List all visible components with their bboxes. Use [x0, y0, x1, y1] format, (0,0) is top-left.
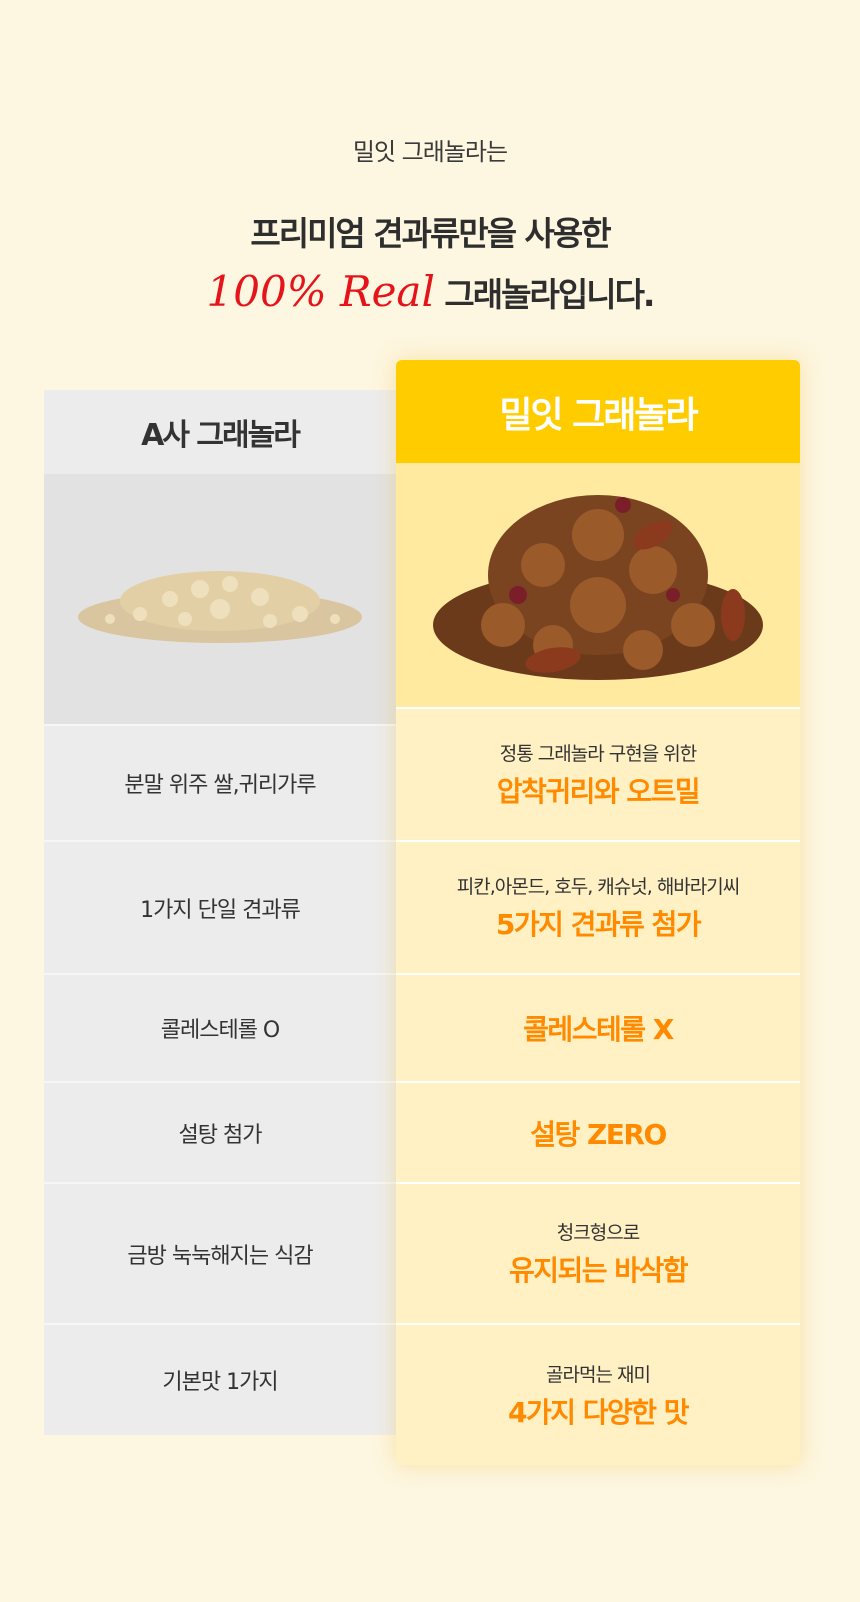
- headline-line2-rest: 그래놀라입니다.: [444, 275, 655, 314]
- product-row: 설탕 ZERO: [396, 1081, 800, 1182]
- competitor-title: A사 그래놀라: [141, 418, 301, 453]
- product-granola-image: [396, 463, 800, 707]
- product-row-sub: 정통 그래놀라 구현을 위한: [499, 743, 697, 765]
- product-row: 피칸,아몬드, 호두, 캐슈넛, 해바라기씨 5가지 견과류 첨가: [396, 840, 800, 973]
- product-row: 골라먹는 재미 4가지 다양한 맛: [396, 1323, 800, 1465]
- headline-line2: 100% Real 그래놀라입니다.: [0, 263, 860, 324]
- competitor-column: A사 그래놀라 분말 위주 쌀,귀리가루 1가지 단일 견과류 콜레스테롤 O …: [44, 390, 396, 1435]
- headline: 프리미엄 견과류만을 사용한 100% Real 그래놀라입니다.: [0, 205, 860, 324]
- product-row-sub: 골라먹는 재미: [546, 1363, 651, 1386]
- competitor-row: 분말 위주 쌀,귀리가루: [44, 724, 396, 840]
- product-row-highlight: 유지되는 바삭함: [508, 1254, 689, 1287]
- product-row-highlight: 5가지 견과류 첨가: [495, 908, 702, 941]
- real-script-text: 100% Real: [206, 267, 435, 316]
- product-row-highlight: 설탕 ZERO: [530, 1117, 667, 1151]
- headline-line1: 프리미엄 견과류만을 사용한: [250, 214, 611, 253]
- product-column: 밀잇 그래놀라 정통 그래놀라 구현을 위한 압착귀리와 오트밀 피칸,아몬드,…: [396, 360, 800, 1465]
- product-row-sub: 청크형으로: [556, 1222, 640, 1244]
- product-row-highlight: 4가지 다양한 맛: [507, 1395, 690, 1429]
- product-row: 콜레스테롤 X: [396, 973, 800, 1081]
- intro-text: 밀잇 그래놀라는: [352, 138, 508, 166]
- product-row: 청크형으로 유지되는 바삭함: [396, 1182, 800, 1323]
- competitor-row: 1가지 단일 견과류: [44, 840, 396, 973]
- competitor-granola-image: [44, 474, 396, 724]
- competitor-row: 설탕 첨가: [44, 1081, 396, 1182]
- product-row-sub: 피칸,아몬드, 호두, 캐슈넛, 해바라기씨: [456, 876, 740, 898]
- competitor-row: 콜레스테롤 O: [44, 973, 396, 1081]
- product-row-highlight: 압착귀리와 오트밀: [496, 775, 701, 808]
- product-row: 정통 그래놀라 구현을 위한 압착귀리와 오트밀: [396, 707, 800, 840]
- product-row-highlight: 콜레스테롤 X: [523, 1013, 674, 1046]
- competitor-row: 금방 눅눅해지는 식감: [44, 1182, 396, 1323]
- competitor-row: 기본맛 1가지: [44, 1323, 396, 1435]
- product-title: 밀잇 그래놀라: [396, 360, 800, 463]
